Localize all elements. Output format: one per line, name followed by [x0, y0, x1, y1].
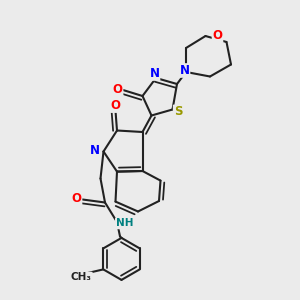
- Text: S: S: [174, 105, 182, 119]
- Text: O: O: [212, 29, 223, 42]
- Text: N: N: [90, 144, 100, 157]
- Text: O: O: [112, 83, 123, 96]
- Text: NH: NH: [116, 218, 133, 229]
- Text: CH₃: CH₃: [71, 272, 92, 283]
- Text: O: O: [71, 192, 82, 205]
- Text: N: N: [179, 64, 190, 77]
- Text: O: O: [110, 99, 121, 112]
- Text: N: N: [149, 67, 160, 80]
